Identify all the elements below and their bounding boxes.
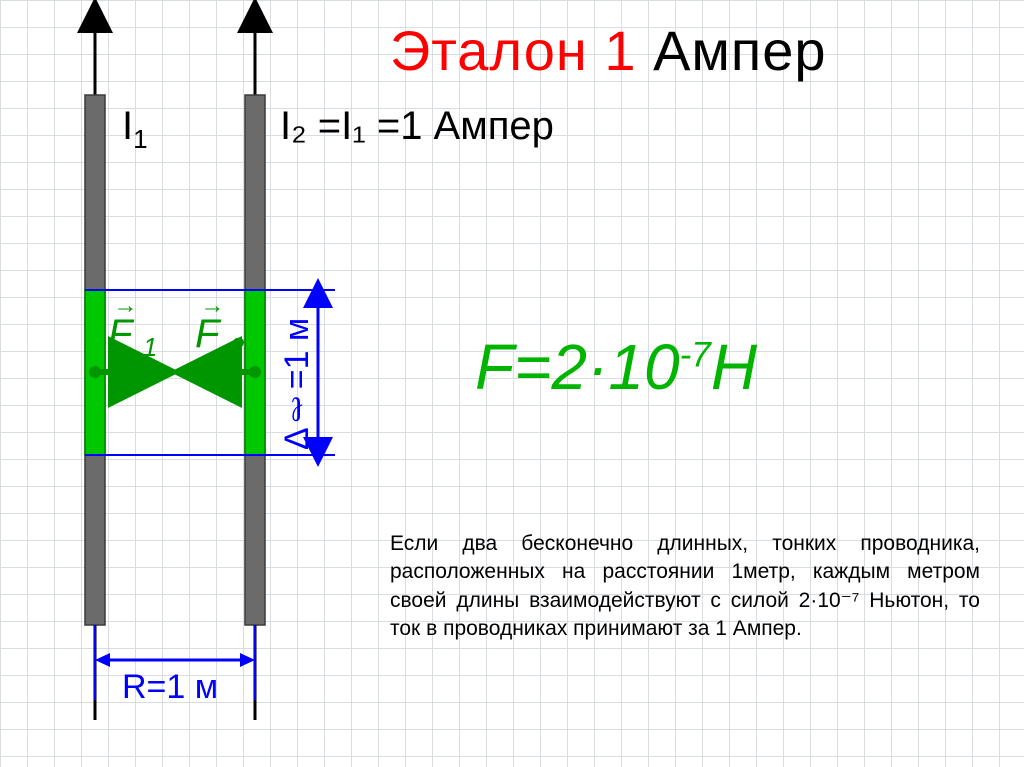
title-word-3: Ампер (653, 19, 826, 82)
label-r: R=1 м (122, 668, 218, 707)
label-equation: I₂ =I₁ =1 Ампер (280, 104, 554, 149)
label-f2: → F 2 (195, 312, 244, 363)
description-text: Если два бесконечно длинных, тонких пров… (390, 530, 980, 643)
label-i1: I1 (122, 104, 148, 155)
title-word-1: Эталон (390, 19, 588, 82)
label-f1: → F 1 (108, 312, 157, 363)
page-title: Эталон 1 Ампер (390, 18, 827, 83)
label-delta-l: Δℓ=1 м (278, 300, 317, 450)
title-word-2: 1 (604, 19, 636, 82)
main-formula: F=2·10-7H (475, 330, 757, 404)
